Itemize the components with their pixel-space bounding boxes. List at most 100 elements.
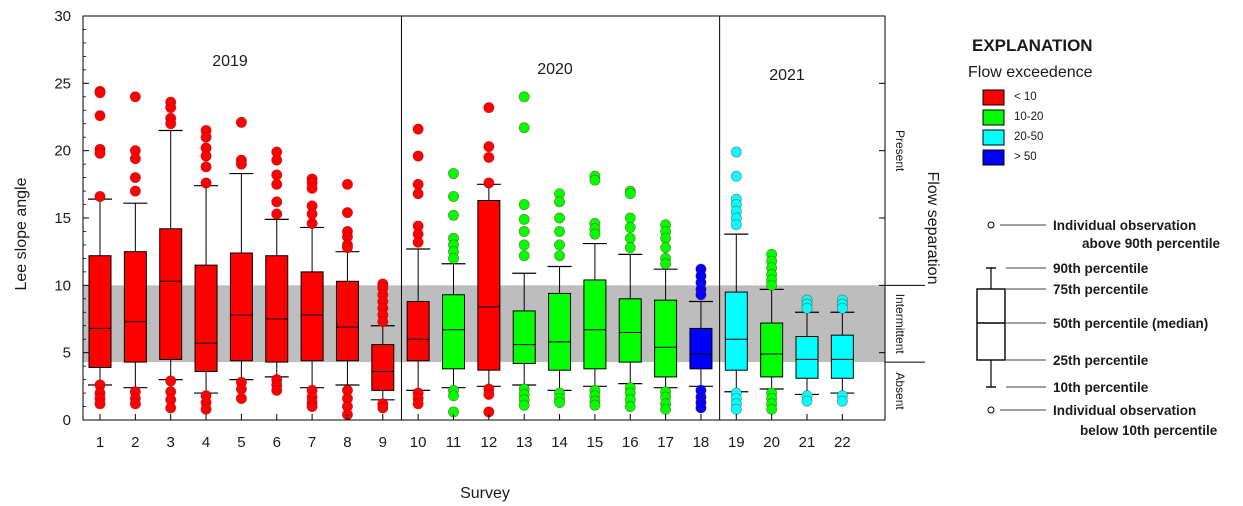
outlier-point [412,236,424,248]
outlier-point [447,390,459,402]
legend-swatch [982,109,1005,126]
outlier-point [836,302,848,314]
y-tick-label: 15 [54,210,71,227]
outlier-point [94,110,106,122]
outlier-point [200,131,212,143]
outlier-point [129,91,141,103]
key-label-below-2: below 10th percentile [1080,423,1218,438]
box-iqr [548,292,572,371]
outlier-point [624,401,636,413]
outlier-point [306,208,318,220]
outlier-point [271,208,283,220]
outlier-point [200,161,212,173]
outlier-point [730,170,742,182]
key-box [976,288,1006,361]
outlier-point [129,398,141,410]
outlier-point [271,169,283,181]
key-label-above-1: Individual observation [1053,218,1196,233]
box-survey-16 [618,185,643,413]
outlier-point [412,188,424,200]
outlier-point [624,232,636,244]
outlier-point [306,182,318,194]
outlier-point [554,196,566,208]
outlier-point [483,102,495,114]
outlier-point [660,232,672,244]
outlier-point [129,185,141,197]
outlier-point [129,172,141,184]
box-survey-1 [88,85,112,410]
box-survey-19 [724,146,749,415]
y-tick-label: 30 [54,8,71,25]
outlier-point [165,118,177,130]
outlier-point [483,141,495,153]
box-survey-7 [300,173,325,413]
outlier-point [341,207,353,219]
outlier-point [377,316,389,328]
outlier-point [200,403,212,415]
box-survey-8 [335,178,360,421]
box-iqr [88,255,112,368]
legend-item-gt50: > 50 [982,149,1037,166]
outlier-point [660,403,672,415]
outlier-point [200,150,212,162]
key-label-below-1: Individual observation [1053,403,1196,418]
legend-swatch [982,149,1005,166]
box-survey-4 [194,124,219,415]
outlier-point [306,217,318,229]
outlier-point [695,289,707,301]
flow-separation-label: Flow separation [924,172,941,285]
box-iqr [123,251,147,363]
outlier-point [589,174,601,186]
outlier-point [801,395,813,407]
y-tick-label: 0 [63,412,71,429]
outlier-point [554,250,566,262]
box-iqr [724,291,748,371]
x-tick-label: 16 [622,434,639,451]
box-iqr [406,300,430,362]
outlier-point [94,398,106,410]
x-tick-label: 13 [516,434,533,451]
x-tick-label: 2 [131,434,139,451]
outlier-point [483,177,495,189]
outlier-point [554,212,566,224]
x-tick-label: 10 [410,434,427,451]
x-tick-label: 11 [446,434,462,451]
year-label-2020: 2020 [537,61,573,78]
outlier-point [518,225,530,237]
outlier-point [94,147,106,159]
outlier-point [554,239,566,251]
outlier-point [271,154,283,166]
x-axis-title: Survey [460,485,510,502]
box-iqr [229,252,253,362]
outlier-point [271,196,283,208]
legend-label: < 10 [1014,91,1037,103]
box-iqr [371,344,395,391]
box-survey-20 [759,248,784,415]
outlier-point [483,388,495,400]
x-tick-label: 8 [343,434,351,451]
outlier-point [518,199,530,211]
box-iqr [583,279,607,370]
x-tick-label: 22 [834,434,851,451]
box-plot-key: Individual observation above 90th percent… [976,218,1221,438]
x-tick-label: 18 [693,434,710,451]
legend-label: 10-20 [1014,111,1043,123]
box-survey-2 [123,91,148,410]
box-survey-18 [688,263,713,414]
x-tick-label: 12 [481,434,498,451]
box-iqr [512,310,536,364]
box-iqr [300,271,324,362]
outlier-point [341,242,353,254]
key-label-q1: 25th percentile [1053,353,1149,368]
outlier-point [660,242,672,254]
outlier-point [235,383,247,395]
outlier-point [624,188,636,200]
legend-swatch [982,89,1005,106]
outlier-point [483,151,495,163]
outlier-point [165,402,177,414]
key-label-median: 50th percentile (median) [1053,316,1208,331]
box-iqr [760,322,784,378]
y-tick-label: 5 [63,345,71,362]
